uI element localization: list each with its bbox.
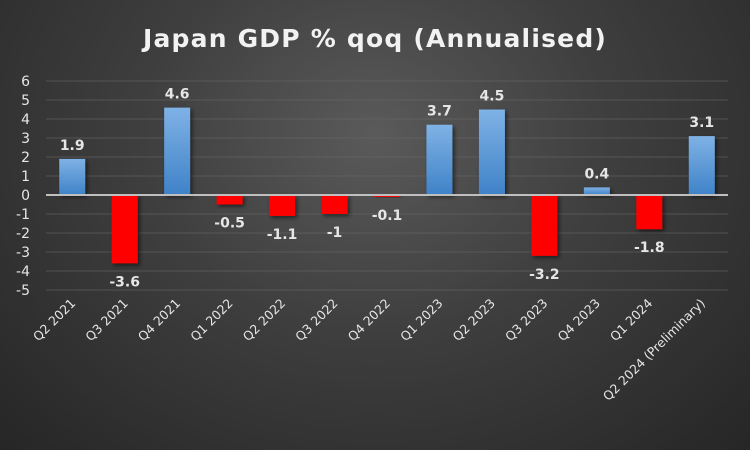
x-tick-label: Q1 2022 [187, 296, 235, 344]
x-tick-label: Q2 2023 [450, 296, 498, 344]
bar-q4-2021 [164, 107, 191, 195]
bar-q1-2023 [426, 124, 453, 195]
data-label: -3.2 [529, 267, 560, 283]
y-tick-label: 2 [21, 150, 30, 166]
y-tick-label: -1 [16, 207, 30, 223]
bar-q1-2024 [636, 195, 663, 230]
y-tick-label: 5 [21, 93, 30, 109]
x-tick-label: Q3 2022 [292, 296, 340, 344]
x-tick-label: Q2 2022 [240, 296, 288, 344]
x-tick-label: Q4 2021 [135, 296, 183, 344]
y-axis: 6 5 4 3 2 1 0 -1 -2 -3 -4 -5 [16, 74, 30, 299]
data-label: -1.8 [634, 240, 665, 256]
x-tick-label: Q1 2023 [397, 296, 445, 344]
bar-q2-2024-preliminary- [688, 136, 715, 195]
y-tick-label: 4 [21, 112, 30, 128]
data-labels: 1.9 -3.6 4.6 -0.5 -1.1 -1 -0.1 3.7 4.5 -3.2 0.4 -1.… [60, 87, 714, 291]
bar-q2-2023 [478, 109, 505, 195]
data-label: -1.1 [267, 227, 298, 243]
bars [59, 107, 715, 264]
x-tick-label: Q4 2023 [554, 296, 602, 344]
bar-q4-2023 [583, 187, 610, 195]
data-label: 3.1 [689, 115, 714, 131]
x-tick-label: Q2 2024 (Preliminary) [600, 296, 708, 404]
x-tick-label: Q1 2024 [607, 295, 656, 344]
x-tick-label: Q4 2022 [345, 296, 393, 344]
bar-q3-2023 [531, 195, 558, 256]
chart-title: Japan GDP % qoq (Annualised) [141, 24, 607, 53]
y-tick-label: 1 [21, 169, 30, 185]
data-label: 4.6 [165, 87, 190, 103]
data-label: 0.4 [584, 166, 609, 182]
y-tick-label: 3 [21, 131, 30, 147]
y-tick-label: 6 [21, 74, 30, 90]
bar-q2-2021 [59, 158, 86, 195]
y-tick-label: -3 [16, 245, 30, 261]
data-label: -0.1 [372, 208, 403, 224]
data-label: -3.6 [109, 274, 140, 290]
x-axis: Q2 2021 Q3 2021 Q4 2021 Q1 2022 Q2 2022 Q3 20… [30, 295, 708, 403]
data-label: 3.7 [427, 104, 452, 120]
x-tick-label: Q2 2021 [30, 296, 78, 344]
bar-q3-2022 [321, 195, 348, 214]
data-label: -0.5 [214, 216, 245, 232]
bar-q3-2021 [111, 195, 138, 264]
data-label: 1.9 [60, 138, 85, 154]
x-tick-label: Q3 2023 [502, 296, 550, 344]
y-tick-label: -2 [16, 226, 30, 242]
bar-q2-2022 [269, 195, 296, 216]
x-tick-label: Q3 2021 [82, 296, 130, 344]
y-tick-label: -5 [16, 283, 30, 299]
y-tick-label: -4 [16, 264, 30, 280]
data-label: -1 [327, 225, 343, 241]
bar-q1-2022 [216, 195, 243, 205]
y-tick-label: 0 [21, 188, 30, 204]
data-label: 4.5 [480, 89, 505, 105]
gridlines [46, 80, 728, 291]
